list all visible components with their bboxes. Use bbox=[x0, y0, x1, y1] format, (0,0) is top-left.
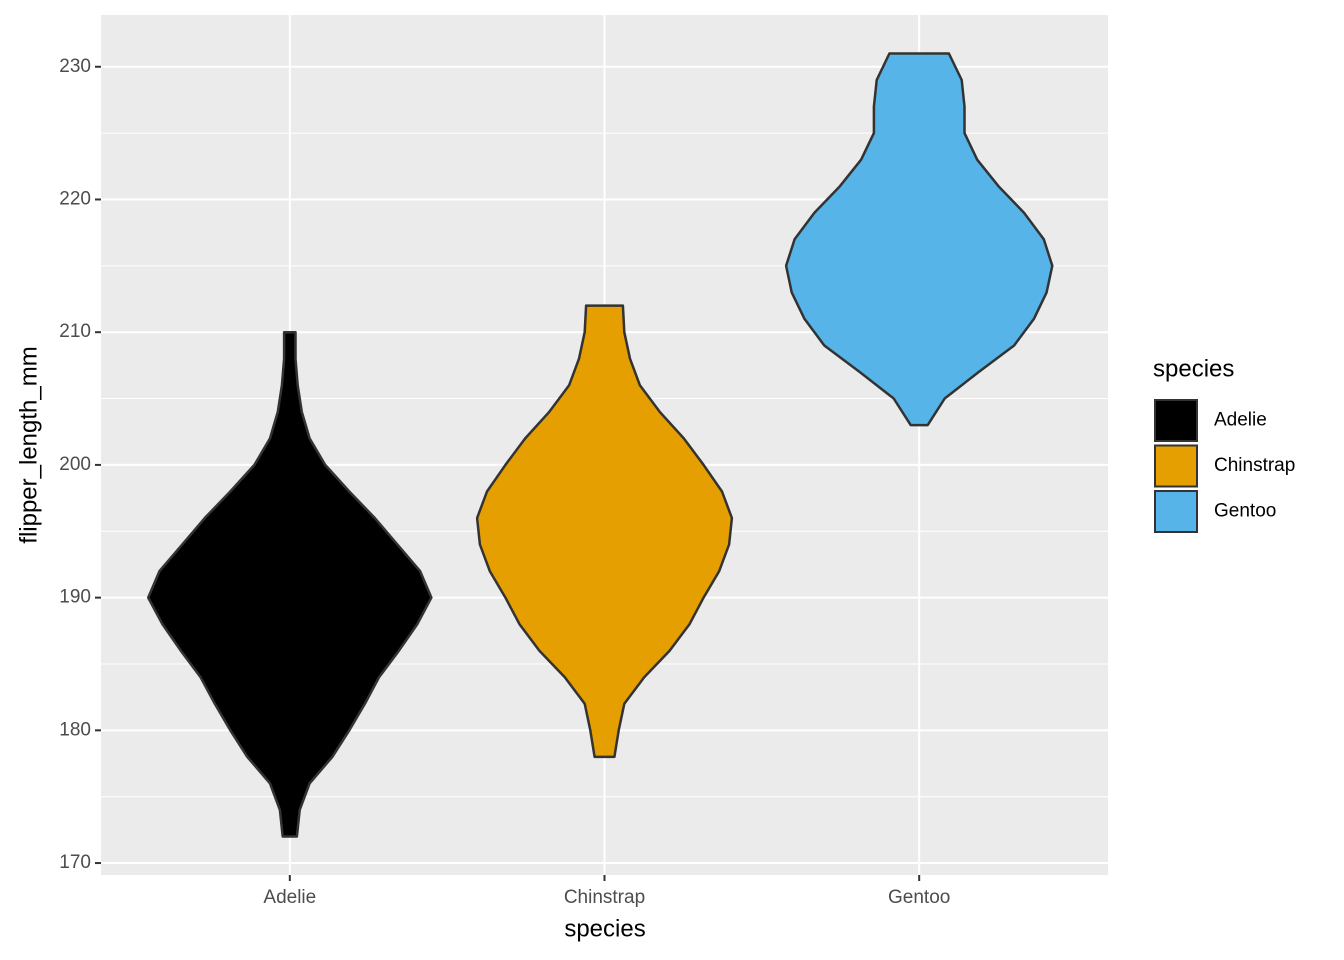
y-tick-label: 210 bbox=[59, 321, 91, 342]
violin bbox=[146, 330, 433, 838]
x-axis-title: species bbox=[564, 915, 645, 942]
y-axis-title: flipper_length_mm bbox=[15, 346, 42, 543]
x-tick-label: Chinstrap bbox=[564, 887, 645, 908]
y-tick-label: 180 bbox=[59, 719, 91, 740]
y-tick-label: 200 bbox=[59, 454, 91, 475]
legend-label: Gentoo bbox=[1214, 501, 1276, 522]
legend-label: Adelie bbox=[1214, 410, 1267, 431]
violin bbox=[784, 52, 1054, 427]
violin bbox=[475, 304, 734, 759]
y-tick-label: 190 bbox=[59, 587, 91, 608]
y-tick-label: 230 bbox=[59, 56, 91, 77]
x-tick-label: Gentoo bbox=[888, 887, 950, 908]
legend-title: species bbox=[1153, 355, 1234, 382]
legend-key bbox=[1154, 399, 1198, 442]
legend-key bbox=[1154, 490, 1198, 533]
y-tick-label: 220 bbox=[59, 188, 91, 209]
legend-label: Chinstrap bbox=[1214, 455, 1295, 476]
x-tick-label: Adelie bbox=[263, 887, 316, 908]
y-tick-label: 170 bbox=[59, 852, 91, 873]
violins bbox=[146, 52, 1054, 838]
legend-key bbox=[1154, 444, 1198, 488]
